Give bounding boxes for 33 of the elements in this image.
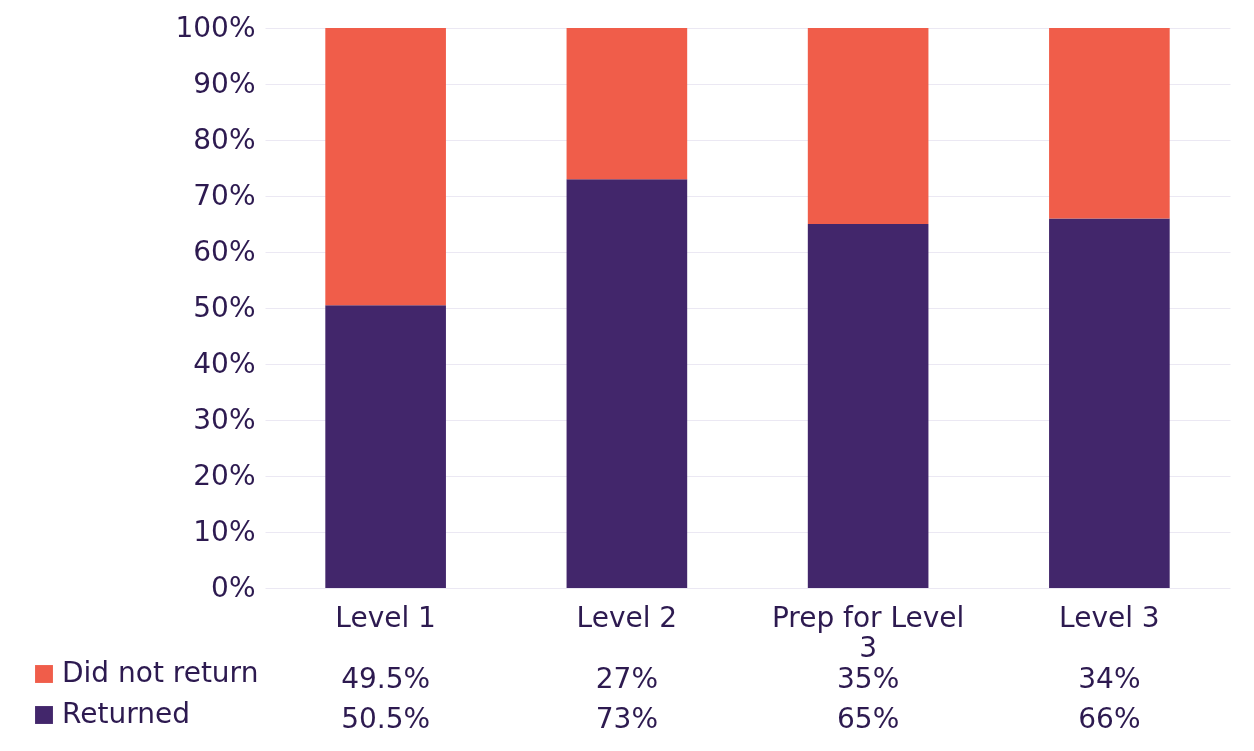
data-label: 66% (1078, 702, 1141, 735)
data-label: 34% (1078, 662, 1141, 695)
bar (325, 28, 446, 306)
data-label: 35% (837, 662, 900, 695)
y-tick-label: 100% (175, 10, 256, 44)
x-tick-label: Level 3 (1059, 600, 1160, 634)
legend-label: Returned (62, 697, 190, 730)
bar (807, 224, 929, 588)
bar (807, 28, 929, 224)
x-tick-label: Prep for Level 3 (771, 600, 965, 664)
data-label: 49.5% (341, 662, 431, 695)
bar (566, 28, 688, 180)
x-tick-label: Level 2 (576, 600, 678, 634)
y-tick-label: 10% (193, 514, 256, 548)
y-tick-label: 80% (193, 122, 256, 156)
bar (1049, 218, 1170, 588)
data-label: 50.5% (341, 702, 431, 735)
x-tick-label: Level 1 (335, 600, 436, 634)
data-label: 27% (595, 662, 658, 695)
data-label: 73% (595, 702, 658, 735)
legend-label: Did not return (62, 656, 259, 689)
bar (325, 305, 446, 588)
y-tick-label: 40% (193, 346, 256, 380)
y-tick-label: 50% (193, 290, 256, 324)
y-tick-label: 70% (193, 178, 256, 212)
y-tick-label: 60% (193, 234, 256, 268)
bar (1049, 28, 1170, 219)
y-tick-label: 20% (193, 458, 256, 492)
bar (566, 179, 688, 588)
y-tick-label: 0% (211, 570, 256, 604)
y-tick-label: 30% (193, 402, 256, 436)
data-label: 65% (837, 702, 900, 735)
y-tick-label: 90% (193, 66, 256, 100)
